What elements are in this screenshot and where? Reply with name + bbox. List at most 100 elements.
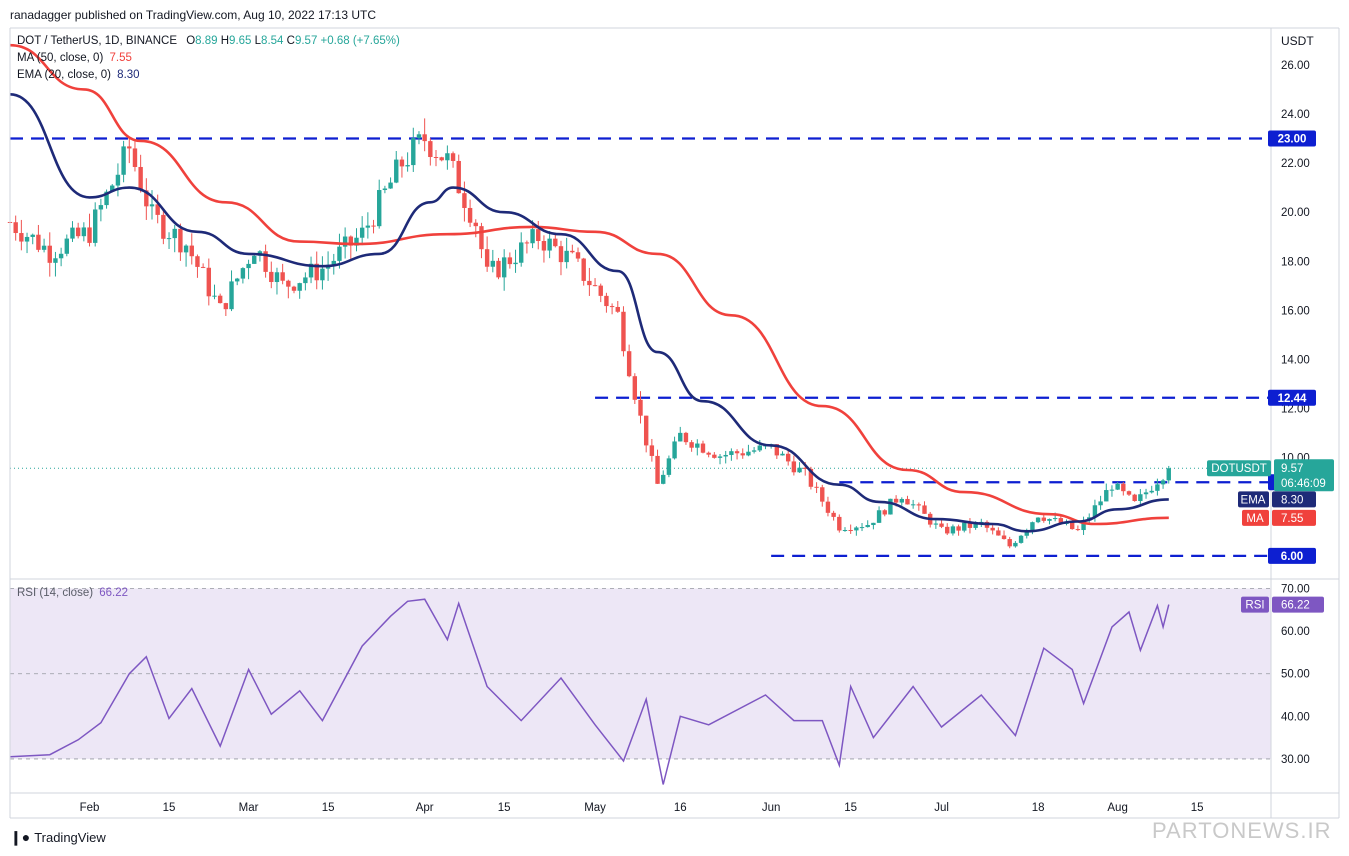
candle-body [632, 376, 638, 400]
price-tick-label: 12.00 [1281, 404, 1310, 416]
rsi-tick-label: 30.00 [1281, 754, 1310, 766]
candle-body [621, 311, 626, 352]
candle-body [439, 157, 444, 161]
candle-body [206, 267, 212, 297]
candle-body [24, 236, 30, 242]
support-resistance-levels[interactable] [10, 137, 1271, 558]
candle-body [428, 141, 433, 158]
rsi-tag [1241, 596, 1269, 613]
candle-body [1092, 505, 1098, 518]
time-tick-label: Jun [762, 802, 781, 814]
candle-body [519, 242, 524, 263]
candle-body [490, 260, 496, 267]
rsi-legend-label: RSI (14, close) [17, 587, 94, 599]
candle-body [166, 238, 172, 240]
candle-body [1104, 490, 1109, 502]
candle-body [47, 245, 52, 263]
candle-body [814, 486, 819, 488]
candle-body [263, 251, 268, 272]
candle-body [13, 222, 18, 234]
candle-body [706, 452, 711, 455]
candle-body [1047, 518, 1052, 521]
level-badge-label: 6.00 [1281, 551, 1303, 563]
rsi-line [9, 598, 1170, 785]
candle-body [655, 455, 660, 484]
time-tick-label: Mar [239, 802, 259, 814]
level-badge-label: 12.44 [1278, 393, 1307, 405]
price-axis[interactable]: 26.00 24.00 22.00 20.00 18.00 16.00 14.00 12.00… [1281, 60, 1310, 766]
tradingview-logo-icon: ❙● [10, 829, 31, 845]
candle-body [183, 245, 189, 253]
price-badge-countdown: 06:46:09 [1281, 478, 1326, 490]
candle-body [530, 229, 535, 244]
candle-body [723, 454, 728, 457]
candle-body [98, 205, 104, 210]
candle-body [950, 526, 956, 534]
rsi-band [10, 588, 1271, 760]
candle-body [1126, 491, 1132, 495]
candle-body [831, 512, 836, 517]
candle-body [121, 146, 126, 175]
ma-badge-value: 7.55 [1281, 513, 1303, 525]
rsi-tick-label: 70.00 [1281, 584, 1310, 596]
rsi-tick-label: 40.00 [1281, 711, 1310, 723]
candle-body [110, 185, 115, 192]
candle-body [348, 236, 354, 246]
ma-tag [1242, 509, 1269, 526]
currency-label: USDT [1281, 34, 1314, 48]
candle-body [1138, 494, 1143, 501]
time-tick-label: 15 [1191, 802, 1204, 814]
candle-body [138, 166, 143, 191]
candle-body [922, 505, 927, 514]
candle-body [899, 498, 904, 503]
candle-body [581, 258, 586, 281]
candle-body [962, 522, 967, 531]
candle-body [592, 285, 598, 287]
candle-body [1121, 483, 1126, 492]
candle-body [1024, 530, 1029, 536]
ma-legend[interactable]: MA (50, close, 0) 7.55 [17, 52, 132, 64]
candle-body [854, 527, 859, 531]
candle-body [1007, 539, 1012, 547]
rsi-badge-value: 66.22 [1281, 600, 1310, 612]
candle-body [513, 262, 518, 265]
candle-body [450, 153, 456, 161]
symbol-legend[interactable]: DOT / TetherUS, 1D, BINANCE O8.89 H9.65 … [17, 35, 400, 47]
candle-body [882, 510, 887, 515]
ema-legend-value: 8.30 [117, 69, 140, 81]
symbol-badge-label: DOTUSDT [1211, 463, 1267, 475]
open-label: O [186, 35, 196, 47]
candle-body [553, 238, 558, 247]
ema-tag [1238, 491, 1269, 508]
rsi-legend[interactable]: RSI (14, close) 66.22 [17, 587, 128, 599]
candle-body [803, 467, 808, 469]
candle-body [388, 182, 393, 189]
candle-body [808, 468, 814, 487]
tradingview-branding[interactable]: ❙● TradingView [10, 829, 106, 846]
candle-body [58, 253, 64, 259]
candle-body [575, 252, 581, 259]
candle-body [689, 442, 694, 448]
close-value: 9.57 [294, 35, 318, 47]
time-tick-label: 15 [322, 802, 335, 814]
candle-body [888, 498, 893, 515]
candle-body [615, 306, 620, 312]
candle-body [479, 226, 484, 250]
candle-body [865, 525, 870, 528]
price-badge [1274, 459, 1334, 492]
candle-body [1075, 529, 1081, 531]
publisher-line: ranadagger published on TradingView.com,… [10, 8, 377, 22]
time-axis[interactable]: Feb 15 Mar 15 Apr 15 May 16 Jun 15 Jul 18 Aug 15 [80, 802, 1204, 814]
rsi-tick-label: 50.00 [1281, 669, 1310, 681]
rsi-legend-value: 66.22 [99, 587, 129, 599]
watermark: PARTONEWS.IR [1152, 818, 1332, 843]
candle-body [791, 461, 797, 473]
ema-legend[interactable]: EMA (20, close, 0) 8.30 [17, 69, 140, 81]
candle-body [320, 268, 325, 281]
ma-badge [1272, 509, 1316, 526]
symbol-badge [1207, 460, 1271, 477]
candle-body [695, 443, 700, 448]
candle-body [547, 238, 552, 251]
time-tick-label: Aug [1107, 802, 1127, 814]
